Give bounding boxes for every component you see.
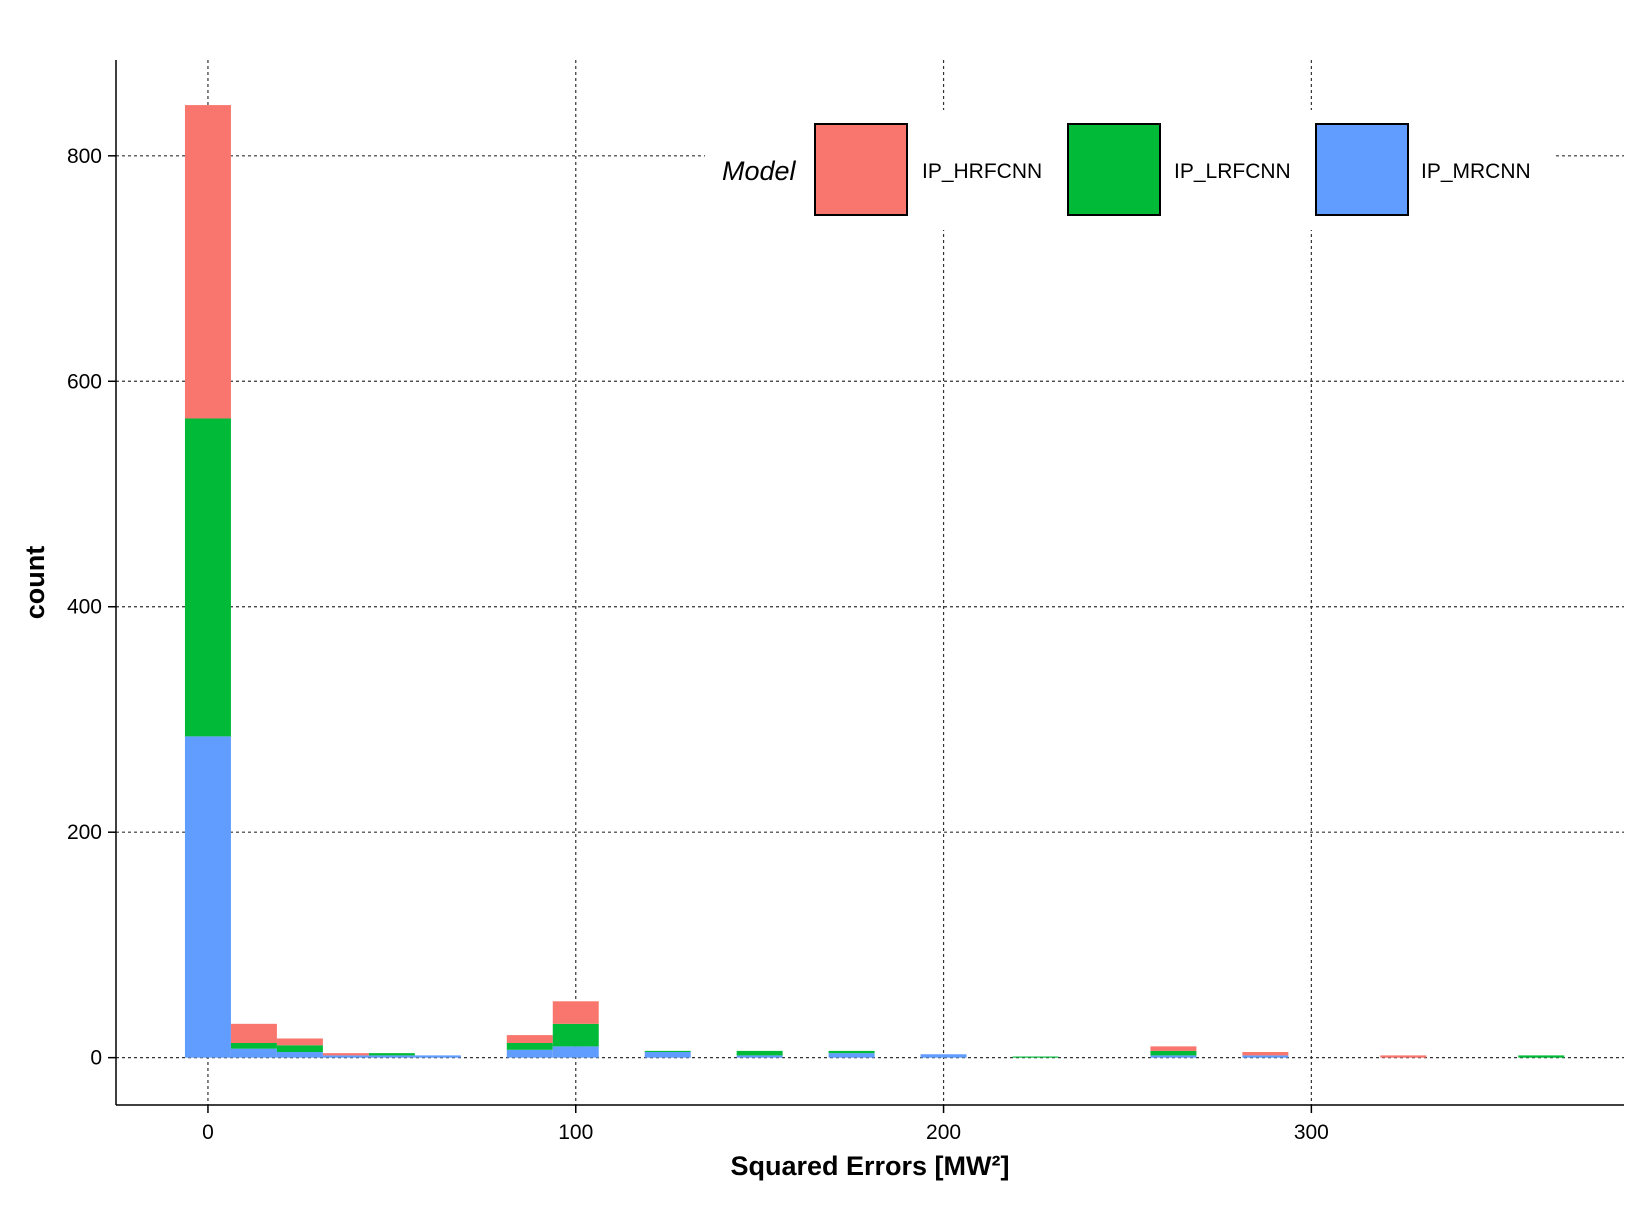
legend-label: IP_LRFCNN — [1174, 160, 1291, 183]
bar-ip-hrfcnn — [230, 1023, 277, 1043]
legend-title: Model — [722, 156, 797, 186]
bar-ip-mrcnn — [552, 1046, 599, 1058]
legend: Model IP_HRFCNN IP_LRFCNN IP_MRCNN — [705, 110, 1555, 230]
y-tick-label: 200 — [67, 821, 102, 844]
bar-ip-lrfcnn — [828, 1050, 875, 1054]
bar-ip-hrfcnn — [1242, 1052, 1289, 1056]
bar-ip-mrcnn — [230, 1048, 277, 1058]
bar-ip-mrcnn — [184, 736, 231, 1058]
bar-ip-mrcnn — [506, 1049, 553, 1058]
legend-label: IP_MRCNN — [1421, 160, 1531, 183]
bar-ip-hrfcnn — [276, 1038, 323, 1046]
bar-ip-lrfcnn — [1150, 1050, 1197, 1056]
bar-ip-mrcnn — [414, 1055, 461, 1058]
bar-ip-mrcnn — [1242, 1055, 1289, 1058]
x-tick-label: 300 — [1294, 1121, 1329, 1144]
bar-ip-mrcnn — [920, 1054, 967, 1058]
legend-label: IP_HRFCNN — [922, 160, 1042, 183]
axes — [115, 60, 1624, 1106]
bar-ip-lrfcnn — [552, 1023, 599, 1047]
bar-ip-hrfcnn — [322, 1053, 369, 1056]
tick-labels: 0 100 200 300 0 200 400 600 800 — [67, 145, 1329, 1144]
bar-ip-lrfcnn — [276, 1045, 323, 1053]
bar-ip-hrfcnn — [506, 1035, 553, 1043]
legend-key-ip-hrfcnn — [814, 123, 908, 216]
bar-ip-hrfcnn — [1150, 1046, 1197, 1051]
bar-ip-hrfcnn — [552, 1001, 599, 1024]
bars — [184, 105, 1565, 1058]
legend-key-ip-mrcnn — [1315, 123, 1409, 216]
bar-ip-hrfcnn — [184, 105, 231, 419]
bar-ip-mrcnn — [828, 1053, 875, 1058]
bar-ip-lrfcnn — [644, 1050, 691, 1053]
bar-ip-mrcnn — [1150, 1055, 1197, 1058]
bar-ip-mrcnn — [276, 1052, 323, 1058]
bar-ip-mrcnn — [644, 1052, 691, 1058]
bar-ip-hrfcnn — [1380, 1055, 1427, 1058]
bar-ip-lrfcnn — [368, 1053, 415, 1056]
x-tick-label: 200 — [926, 1121, 961, 1144]
bar-ip-mrcnn — [322, 1055, 369, 1058]
y-tick-label: 600 — [67, 370, 102, 393]
bar-ip-lrfcnn — [1518, 1055, 1565, 1058]
x-axis-title: Squared Errors [MW²] — [730, 1151, 1009, 1181]
y-tick-label: 800 — [67, 145, 102, 168]
y-axis-title: count — [20, 546, 50, 620]
legend-key-ip-lrfcnn — [1067, 123, 1161, 216]
bar-ip-lrfcnn — [1012, 1056, 1059, 1058]
y-tick-label: 0 — [90, 1047, 102, 1070]
bar-ip-lrfcnn — [506, 1042, 553, 1050]
bar-ip-mrcnn — [736, 1055, 783, 1058]
bar-ip-lrfcnn — [230, 1042, 277, 1049]
bar-ip-lrfcnn — [736, 1050, 783, 1056]
bar-ip-mrcnn — [368, 1055, 415, 1058]
y-tick-label: 400 — [67, 596, 102, 619]
x-tick-label: 0 — [202, 1121, 214, 1144]
bar-ip-lrfcnn — [184, 418, 231, 737]
x-tick-label: 100 — [558, 1121, 593, 1144]
